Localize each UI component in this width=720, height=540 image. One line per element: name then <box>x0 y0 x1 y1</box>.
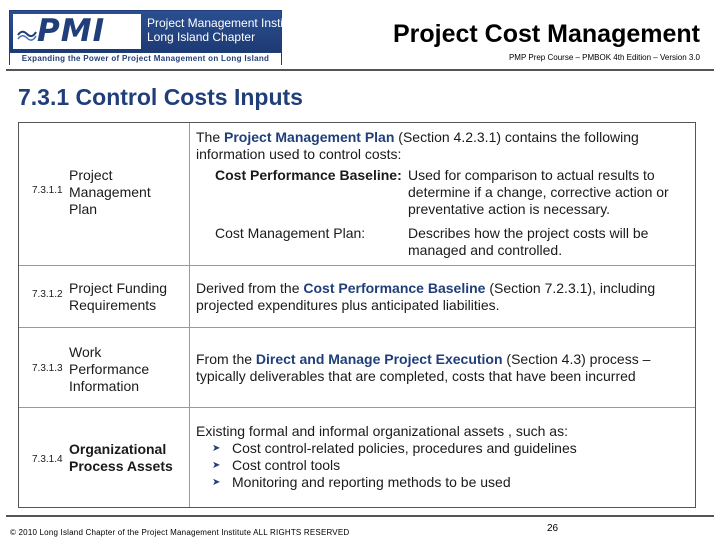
wave-icon <box>17 30 37 41</box>
desc-highlight: Cost Performance Baseline <box>303 280 486 296</box>
logo-banner: PMI Project Management Institute Long Is… <box>10 11 303 52</box>
row-description: Existing formal and informal organizatio… <box>196 423 568 439</box>
deck-subtitle: PMP Prep Course – PMBOK 4th Edition – Ve… <box>508 53 700 62</box>
page-number: 26 <box>547 523 559 534</box>
list-item: ➤ Cost control-related policies, procedur… <box>196 440 577 457</box>
pmi-logo: PMI Project Management Institute Long Is… <box>9 10 303 65</box>
desc-highlight: Direct and Manage Project Execution <box>255 351 503 367</box>
sub-desc: Used for comparison to actual results to… <box>408 167 669 217</box>
logo-mark-text: PMI <box>37 13 106 49</box>
column-divider <box>189 123 190 507</box>
deck-title: Project Cost Management <box>392 20 700 48</box>
sub-desc: Describes how the project costs will be … <box>408 225 649 258</box>
row-divider <box>19 407 695 408</box>
row-description: From the Direct and Manage Project Execu… <box>196 351 686 385</box>
sub-term: Cost Performance Baseline: <box>215 167 402 183</box>
list-item-text: Cost control tools <box>232 457 341 473</box>
logo-org-name: Project Management Institute Long Island… <box>147 16 303 44</box>
list-item-text: Monitoring and reporting methods to be u… <box>232 474 511 490</box>
section-name: Project Management Plan <box>69 167 151 217</box>
logo-mark-block: PMI <box>13 14 141 49</box>
section-id: 7.3.1.1 <box>32 185 63 196</box>
section-name: Organizational Process Assets <box>69 441 173 474</box>
section-name: Project Funding Requirements <box>69 280 168 313</box>
asset-list: ➤ Cost control-related policies, procedur… <box>196 440 577 491</box>
desc-highlight: Project Management Plan <box>224 129 395 145</box>
row-divider <box>19 265 695 266</box>
list-item-text: Cost control-related policies, procedure… <box>232 440 577 456</box>
logo-org-line2: Long Island Chapter <box>147 30 256 44</box>
section-id: 7.3.1.3 <box>32 363 63 374</box>
logo-tagline: Expanding the Power of Project Managemen… <box>10 52 281 65</box>
row-divider <box>19 327 695 328</box>
section-id: 7.3.1.4 <box>32 454 63 465</box>
desc-text: (Section 4.2.3.1) contains the following… <box>196 129 639 162</box>
desc-text: (Section 7.2.3.1), including projected e… <box>196 280 656 313</box>
header-divider <box>6 69 714 71</box>
list-item: ➤ Cost control tools <box>196 457 577 474</box>
row-description: The Project Management Plan (Section 4.2… <box>196 129 676 163</box>
arrowhead-bullet-icon: ➤ <box>212 460 221 471</box>
desc-text: Derived from the <box>196 280 304 296</box>
section-name: Work Performance Information <box>69 344 150 394</box>
desc-text: (Section 4.3) process – typically delive… <box>196 351 651 384</box>
copyright-notice: © 2010 Long Island Chapter of the Projec… <box>10 528 350 537</box>
footer-divider <box>6 515 714 517</box>
list-item: ➤ Monitoring and reporting methods to be … <box>196 474 577 491</box>
desc-text: The <box>196 129 225 145</box>
slide-title: 7.3.1 Control Costs Inputs <box>18 84 303 110</box>
inputs-table: 7.3.1.1 Project Management Plan The Proj… <box>18 122 696 508</box>
desc-text: From the <box>196 351 256 367</box>
sub-term: Cost Management Plan: <box>215 225 366 241</box>
arrowhead-bullet-icon: ➤ <box>212 477 221 488</box>
arrowhead-bullet-icon: ➤ <box>212 443 221 454</box>
logo-org-line1: Project Management Institute <box>147 16 304 30</box>
section-id: 7.3.1.2 <box>32 289 63 300</box>
row-description: Derived from the Cost Performance Baseli… <box>196 280 691 314</box>
